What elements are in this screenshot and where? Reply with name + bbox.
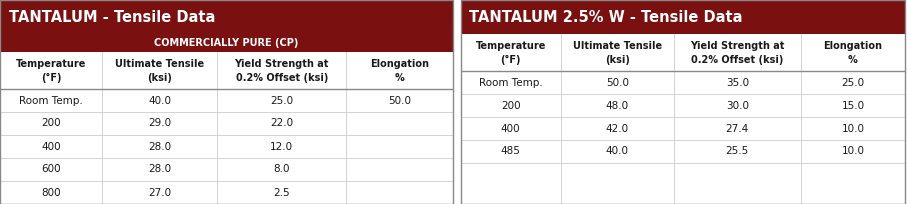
Text: COMMERCIALLY PURE (CP): COMMERCIALLY PURE (CP) [154, 38, 298, 48]
Text: 27.0: 27.0 [148, 187, 171, 197]
Text: (ksi): (ksi) [147, 73, 172, 83]
Text: Yield Strength at: Yield Strength at [235, 59, 329, 69]
Text: (ksi): (ksi) [605, 55, 629, 65]
Text: Temperature: Temperature [475, 41, 546, 51]
Text: 48.0: 48.0 [606, 101, 629, 111]
Bar [461, 140, 905, 163]
Text: 25.0: 25.0 [842, 78, 864, 88]
Bar [0, 112, 453, 135]
Text: Elongation: Elongation [824, 41, 883, 51]
Text: 50.0: 50.0 [606, 78, 629, 88]
Text: 8.0: 8.0 [274, 164, 290, 174]
Text: %: % [395, 73, 405, 83]
Text: 35.0: 35.0 [726, 78, 749, 88]
Bar [461, 117, 905, 140]
Text: Temperature: Temperature [15, 59, 86, 69]
Text: Room Temp.: Room Temp. [479, 78, 542, 88]
Text: (°F): (°F) [41, 73, 61, 83]
Bar [0, 158, 453, 181]
Bar [0, 52, 453, 89]
Text: 15.0: 15.0 [842, 101, 864, 111]
Text: 200: 200 [501, 101, 521, 111]
Text: 25.0: 25.0 [270, 95, 293, 105]
Text: 200: 200 [41, 119, 61, 129]
Text: 40.0: 40.0 [606, 146, 629, 156]
Text: 25.5: 25.5 [726, 146, 749, 156]
Text: 485: 485 [501, 146, 521, 156]
Text: 400: 400 [501, 123, 521, 133]
Text: Ultimate Tensile: Ultimate Tensile [572, 41, 662, 51]
Text: 27.4: 27.4 [726, 123, 749, 133]
Text: 22.0: 22.0 [270, 119, 293, 129]
Text: 10.0: 10.0 [842, 146, 864, 156]
Text: 42.0: 42.0 [606, 123, 629, 133]
Bar [0, 34, 453, 52]
Bar [0, 181, 453, 204]
Bar [0, 89, 453, 112]
Text: 0.2% Offset (ksi): 0.2% Offset (ksi) [691, 55, 784, 65]
Text: 2.5: 2.5 [273, 187, 290, 197]
Bar [461, 94, 905, 117]
Text: Room Temp.: Room Temp. [19, 95, 83, 105]
Text: 400: 400 [41, 142, 61, 152]
Text: %: % [848, 55, 858, 65]
Text: Elongation: Elongation [370, 59, 429, 69]
Text: 28.0: 28.0 [148, 142, 171, 152]
Text: 12.0: 12.0 [270, 142, 293, 152]
Text: Yield Strength at: Yield Strength at [690, 41, 785, 51]
Bar [0, 135, 453, 158]
Bar [461, 0, 905, 34]
Text: 29.0: 29.0 [148, 119, 171, 129]
Text: TANTALUM 2.5% W - Tensile Data: TANTALUM 2.5% W - Tensile Data [470, 10, 743, 24]
Text: 50.0: 50.0 [388, 95, 411, 105]
Bar [0, 0, 453, 34]
Text: 30.0: 30.0 [726, 101, 749, 111]
Text: TANTALUM - Tensile Data: TANTALUM - Tensile Data [9, 10, 216, 24]
Text: 40.0: 40.0 [148, 95, 171, 105]
Text: 0.2% Offset (ksi): 0.2% Offset (ksi) [236, 73, 328, 83]
Bar [461, 71, 905, 94]
Text: 10.0: 10.0 [842, 123, 864, 133]
Text: Ultimate Tensile: Ultimate Tensile [115, 59, 204, 69]
Text: (°F): (°F) [501, 55, 521, 65]
Text: 800: 800 [41, 187, 61, 197]
Text: 600: 600 [41, 164, 61, 174]
Text: 28.0: 28.0 [148, 164, 171, 174]
Bar [461, 34, 905, 71]
